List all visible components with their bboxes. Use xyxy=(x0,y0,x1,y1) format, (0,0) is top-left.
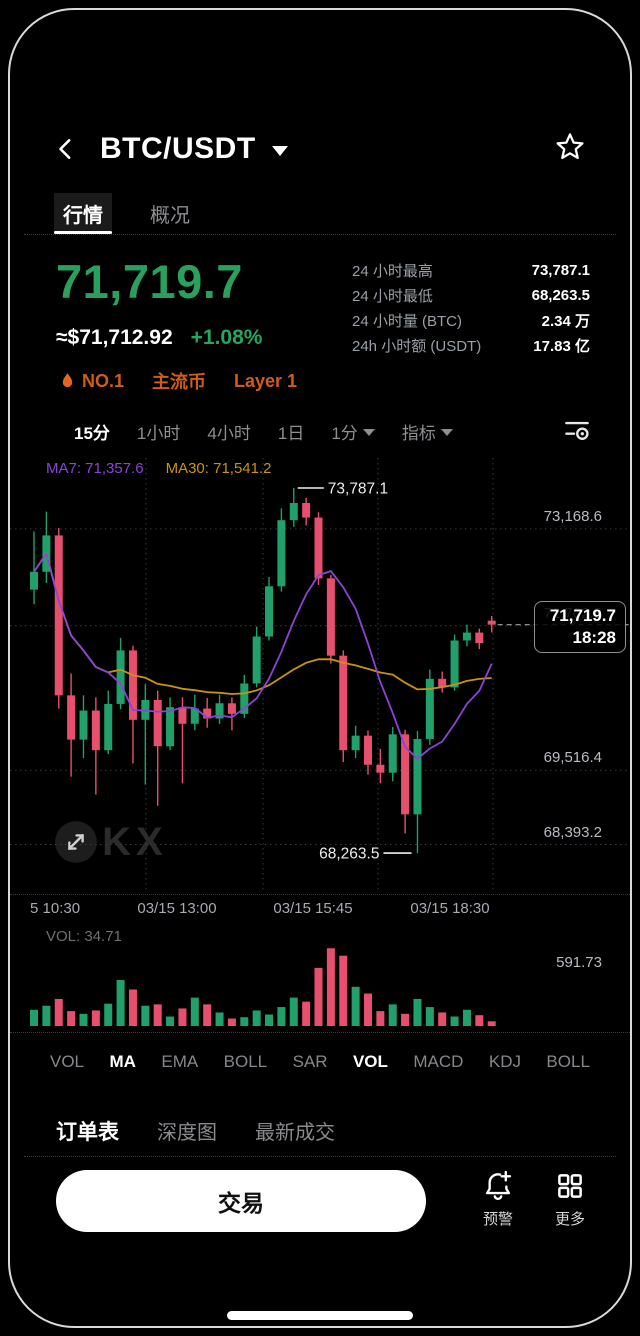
indicator-menu[interactable]: 指标 xyxy=(402,419,453,444)
timeframe-toolbar: 15分 1小时 4小时 1日 1分 指标 xyxy=(74,414,592,448)
trade-button[interactable]: 交易 xyxy=(56,1170,426,1232)
volume-label: VOL: 34.71 xyxy=(46,928,122,945)
change-percent: +1.08% xyxy=(190,326,263,349)
favorite-star-icon[interactable] xyxy=(554,131,586,168)
header: BTC/USDT xyxy=(54,126,586,172)
svg-text:73,787.1: 73,787.1 xyxy=(328,481,388,498)
orderbook-tab-bar: 订单表 深度图 最新成交 xyxy=(56,1116,335,1146)
ma-legend: MA7: 71,357.6 MA30: 71,541.2 xyxy=(46,460,272,477)
tab-recent-trades[interactable]: 最新成交 xyxy=(255,1122,335,1144)
kline-svg[interactable]: 73,787.1 68,263.5 xyxy=(10,458,630,893)
divider xyxy=(24,1156,616,1157)
tag-time: 18:28 xyxy=(572,627,616,647)
badges-row: NO.1 主流币 Layer 1 xyxy=(60,368,297,394)
timeframe-4h[interactable]: 4小时 xyxy=(207,423,251,443)
indicator-ema[interactable]: EMA xyxy=(161,1052,199,1071)
grid-icon xyxy=(558,1174,582,1198)
ma30-legend: MA30: 71,541.2 xyxy=(165,460,272,477)
timeframe-15m[interactable]: 15分 xyxy=(74,423,110,443)
stats-panel: 24 小时最高 73,787.1 24 小时最低 68,263.5 24 小时量… xyxy=(352,258,590,358)
phone-frame: BTC/USDT 行情 概况 71,719.7 ≈$71,712.92 +1.0… xyxy=(8,8,632,1328)
indicator-kdj[interactable]: KDJ xyxy=(488,1052,521,1071)
divider xyxy=(24,234,616,235)
stat-row-high: 24 小时最高 73,787.1 xyxy=(352,262,590,280)
x-axis-label: 03/15 18:30 xyxy=(410,900,490,917)
indicator-vol-main[interactable]: VOL xyxy=(50,1052,85,1071)
alert-label: 预警 xyxy=(482,1211,513,1228)
bell-plus-icon xyxy=(485,1170,512,1200)
indicator-tab-bar: VOL MA EMA BOLL SAR VOL MACD KDJ BOLL xyxy=(50,1052,590,1072)
chevron-down-icon xyxy=(440,428,453,436)
x-axis-label: 5 10:30 xyxy=(30,900,81,917)
last-price: 71,719.7 xyxy=(56,255,243,308)
stat-row-turnover: 24h 小时额 (USDT) 17.83 亿 xyxy=(352,338,590,355)
volume-svg xyxy=(30,948,496,1026)
chevron-down-icon xyxy=(362,428,375,436)
timeframe-more-dropdown[interactable]: 1分 xyxy=(331,419,375,444)
tab-active-underline xyxy=(54,231,112,234)
x-axis-labels: 5 10:30 03/15 13:00 03/15 15:45 03/15 18:30 xyxy=(10,894,630,921)
volume-max-label: 591.73 xyxy=(556,954,602,971)
top-tab-bar: 行情 概况 xyxy=(54,192,586,234)
indicator-vol-sub[interactable]: VOL xyxy=(352,1052,388,1071)
x-axis-label: 03/15 13:00 xyxy=(137,900,217,917)
tab-depth-chart[interactable]: 深度图 xyxy=(157,1122,217,1144)
fiat-price: ≈$71,712.92 xyxy=(56,326,173,349)
pair-dropdown-icon[interactable] xyxy=(271,146,288,156)
home-indicator[interactable] xyxy=(227,1311,413,1320)
ma7-legend: MA7: 71,357.6 xyxy=(46,460,144,477)
tab-overview[interactable]: 概况 xyxy=(150,204,190,227)
indicator-boll2[interactable]: BOLL xyxy=(546,1052,590,1071)
timeframe-1d[interactable]: 1日 xyxy=(277,423,305,443)
chart-settings-icon[interactable] xyxy=(562,416,592,447)
tag-price: 71,719.7 xyxy=(549,605,616,625)
indicator-boll[interactable]: BOLL xyxy=(223,1052,268,1071)
y-axis-label: 68,393.2 xyxy=(543,823,602,841)
rank-badge[interactable]: NO.1 xyxy=(60,371,124,392)
indicator-ma[interactable]: MA xyxy=(109,1052,136,1071)
y-axis-label: 69,516.4 xyxy=(543,749,602,767)
svg-text:68,263.5: 68,263.5 xyxy=(319,846,379,863)
timeframe-1h[interactable]: 1小时 xyxy=(136,423,181,443)
indicator-sar[interactable]: SAR xyxy=(292,1052,328,1071)
stat-row-low: 24 小时最低 68,263.5 xyxy=(352,287,590,305)
pair-title[interactable]: BTC/USDT xyxy=(100,132,256,165)
layer-badge[interactable]: Layer 1 xyxy=(234,370,298,391)
stat-row-volume: 24 小时量 (BTC) 2.34 万 xyxy=(352,313,590,330)
more-button[interactable]: 更多 xyxy=(542,1170,598,1229)
category-badge[interactable]: 主流币 xyxy=(152,372,207,392)
candlestick-chart[interactable]: OKX 73,787.1 68,263.5 MA7: 71,357.6 MA30:… xyxy=(10,458,630,893)
volume-pane[interactable]: VOL: 34.71 591.73 xyxy=(10,922,630,1033)
tab-order-book[interactable]: 订单表 xyxy=(56,1121,119,1144)
x-axis-label: 03/15 15:45 xyxy=(273,900,353,917)
y-axis-label: 73,168.6 xyxy=(543,507,602,525)
tab-quotes[interactable]: 行情 xyxy=(54,192,112,234)
back-icon[interactable] xyxy=(54,136,80,162)
more-label: 更多 xyxy=(554,1211,585,1228)
indicator-macd[interactable]: MACD xyxy=(413,1052,464,1071)
okx-watermark: OKX xyxy=(54,820,168,865)
price-subline: ≈$71,712.92 +1.08% xyxy=(56,326,262,350)
flame-icon xyxy=(62,372,73,387)
alert-button[interactable]: 预警 xyxy=(470,1170,526,1229)
last-price-tag[interactable]: 71,719.7 18:28 xyxy=(534,600,626,653)
